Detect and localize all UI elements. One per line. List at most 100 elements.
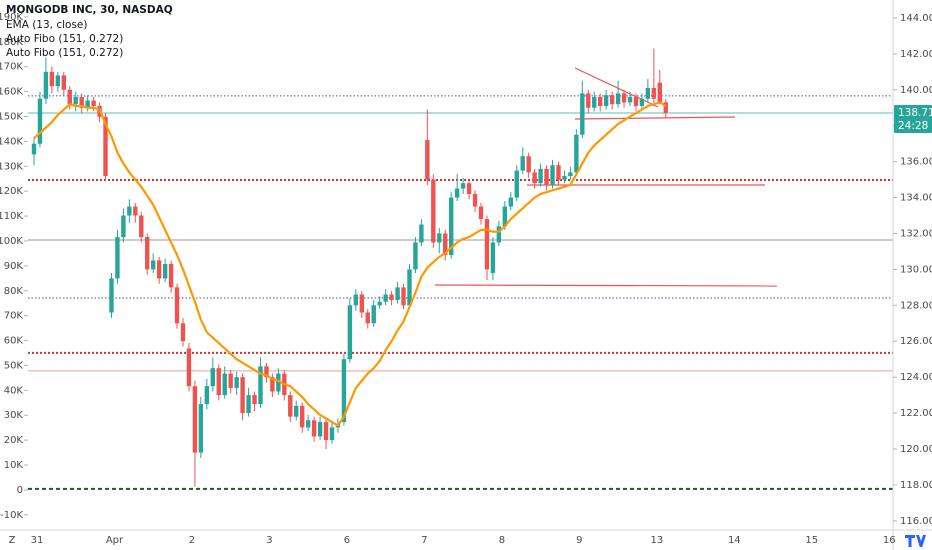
x-tick-label: 31	[31, 535, 44, 546]
candle-body	[210, 368, 215, 387]
x-tick-label: 9	[576, 535, 582, 546]
x-tick-label: 15	[805, 535, 818, 546]
candle-body	[151, 260, 156, 270]
candle-body	[270, 377, 275, 392]
candle-body	[276, 373, 281, 392]
candle-body	[502, 206, 508, 227]
candle-body	[222, 373, 227, 396]
y-tick-label: 144.00	[900, 13, 932, 24]
y2-tick-label: 0	[17, 485, 23, 496]
candle-body	[621, 93, 627, 103]
candle-body	[311, 420, 317, 437]
candle-body	[55, 75, 61, 87]
candle-body	[592, 96, 597, 108]
candle-body	[389, 294, 394, 300]
candle-body	[538, 168, 543, 184]
candle-body	[192, 386, 198, 453]
candle-body	[216, 368, 221, 396]
candle-body	[79, 96, 84, 108]
candle-body	[61, 75, 66, 90]
candle-body	[651, 88, 657, 99]
candle-body	[472, 193, 478, 207]
y-tick-label: 140.00	[900, 85, 932, 96]
candle-body	[264, 366, 269, 378]
candle-body	[109, 278, 114, 313]
candle-body	[258, 366, 263, 405]
candle-body	[383, 294, 388, 302]
y-tick-label: 118.00	[900, 480, 932, 491]
candle-body	[609, 95, 615, 105]
candle-body	[657, 82, 662, 103]
y2-tick-label: 130K	[0, 161, 23, 172]
y2-tick-label: 170K	[0, 62, 23, 73]
candle-body	[520, 156, 525, 171]
y2-tick-label: 160K	[0, 87, 23, 98]
candle-body	[234, 377, 239, 388]
candle-body	[317, 422, 323, 437]
candle-body	[407, 269, 412, 306]
candles	[31, 48, 668, 487]
y-tick-label: 126.00	[900, 336, 932, 347]
candle-body	[186, 348, 192, 387]
candle-body	[550, 165, 555, 185]
indicator-label: Auto Fibo (151, 0.272)	[6, 33, 123, 45]
trend-line	[434, 284, 778, 287]
chart-title: MONGODB INC, 30, NASDAQ	[6, 4, 173, 16]
candle-body	[568, 172, 573, 177]
y2-tick-label: 50K	[4, 360, 24, 371]
candle-body	[556, 165, 561, 180]
y-tick-label: 134.00	[900, 193, 932, 204]
candle-body	[341, 359, 347, 423]
zoom-button[interactable]: Z	[9, 535, 16, 546]
candle-body	[645, 88, 651, 99]
candle-body	[31, 143, 37, 155]
candle-body	[156, 260, 162, 279]
candle-body	[103, 116, 108, 177]
candle-body	[437, 233, 442, 243]
candle-body	[168, 264, 174, 288]
candle-body	[305, 420, 311, 428]
x-tick-label: Apr	[106, 535, 124, 546]
candle-body	[663, 102, 668, 113]
y-tick-label: 124.00	[900, 372, 932, 383]
candle-body	[246, 395, 251, 414]
candle-body	[329, 427, 335, 441]
candle-body	[478, 206, 484, 220]
x-tick-label: 3	[266, 535, 272, 546]
candle-body	[627, 96, 633, 103]
candle-body	[145, 237, 150, 270]
y2-tick-label: 60K	[4, 336, 24, 347]
candle-body	[580, 93, 585, 135]
y-tick-label: 132.00	[900, 228, 932, 239]
candle-body	[294, 405, 299, 417]
candle-body	[228, 373, 233, 388]
y2-tick-label: 100K	[0, 236, 23, 247]
candle-body	[365, 312, 370, 324]
candle-body	[490, 242, 496, 273]
y2-tick-label: 80K	[4, 286, 24, 297]
x-tick-label: 2	[189, 535, 195, 546]
y2-tick-label: 120K	[0, 186, 23, 197]
last-price-label: 138.71	[898, 107, 932, 119]
countdown-label: 24:28	[898, 120, 928, 132]
indicator-label: EMA (13, close)	[6, 19, 88, 31]
candle-body	[574, 134, 579, 173]
x-tick-label: 7	[421, 535, 427, 546]
candle-body	[419, 224, 424, 243]
candle-body	[115, 237, 120, 279]
y-tick-label: 128.00	[900, 300, 932, 311]
y2-tick-label: 70K	[4, 311, 24, 322]
candle-body	[288, 395, 293, 417]
candle-body	[532, 172, 537, 184]
candle-body	[240, 377, 245, 414]
y-tick-label: 120.00	[900, 444, 932, 455]
y2-tick-label: 20K	[4, 435, 24, 446]
y2-tick-label: 10K	[4, 460, 24, 471]
candle-body	[633, 96, 639, 106]
candle-body	[323, 422, 329, 441]
overlay	[33, 101, 667, 427]
axes: 116.00 118.00 120.00 122.00 124.00 126.00 128.…	[0, 12, 932, 546]
y2-tick-label: 140K	[0, 136, 23, 147]
candle-body	[198, 404, 204, 453]
